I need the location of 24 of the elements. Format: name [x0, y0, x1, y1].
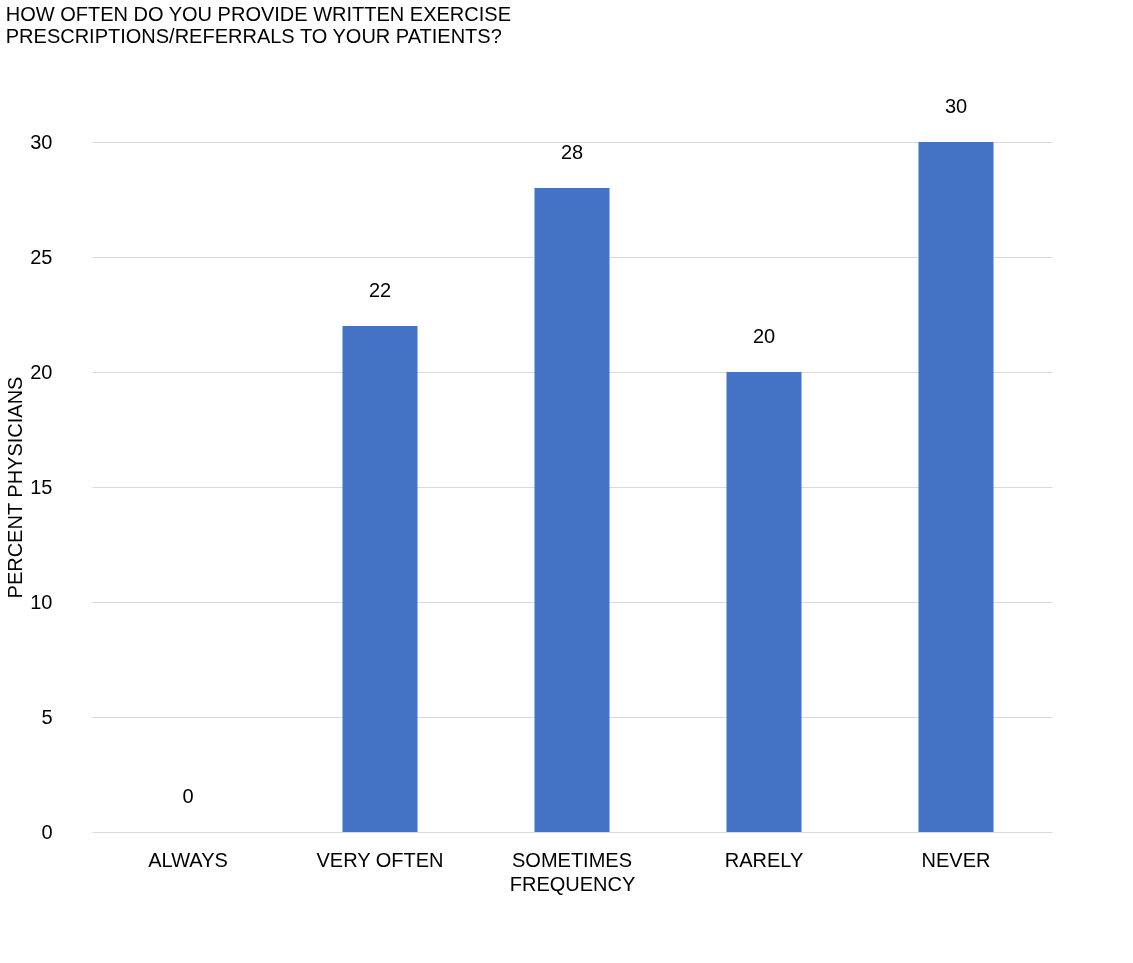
x-tick-label: NEVER [921, 848, 991, 871]
y-tick-label: 25 [30, 245, 53, 268]
data-label: 22 [368, 279, 392, 301]
y-tick-label: 10 [30, 590, 53, 613]
y-axis-title: PERCENT PHYSICIANS [4, 376, 27, 599]
x-tick-label: VERY OFTEN [316, 848, 444, 871]
bar [726, 372, 802, 832]
bar [342, 326, 418, 832]
y-tick-label: 15 [30, 475, 53, 498]
data-label: 20 [752, 325, 776, 347]
bar [918, 142, 994, 832]
y-tick-label: 0 [41, 820, 53, 843]
x-axis-title: FREQUENCY [509, 872, 636, 895]
data-label: 0 [182, 785, 194, 807]
chart-title: HOW OFTEN DO YOU PROVIDE WRITTEN EXERCISE PRESCRIPTIONS/REFERRALS TO YOUR PATIENTS? [5, 3, 511, 47]
x-tick-label: RARELY [724, 848, 804, 871]
y-tick-label: 30 [30, 130, 53, 153]
y-tick-label: 5 [41, 705, 53, 728]
bar [534, 188, 610, 832]
data-label: 30 [944, 95, 968, 117]
data-label: 28 [560, 141, 584, 163]
x-tick-label: ALWAYS [148, 848, 228, 871]
y-tick-label: 20 [30, 360, 53, 383]
x-tick-label: SOMETIMES [511, 848, 633, 871]
